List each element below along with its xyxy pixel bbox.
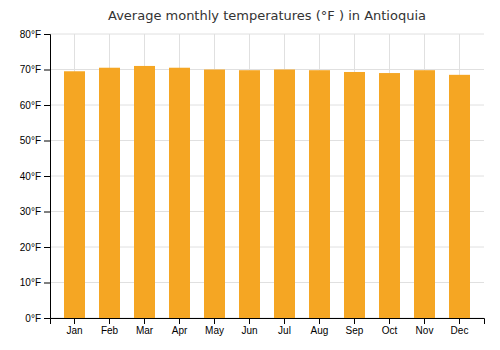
tick-mark — [44, 141, 50, 142]
tick: Mar — [136, 318, 154, 336]
tick: Sep — [346, 318, 364, 336]
tick: 20°F — [20, 242, 50, 253]
axis-line — [51, 319, 485, 325]
tick-mark — [44, 105, 50, 106]
bar — [204, 70, 225, 319]
bar — [239, 70, 260, 318]
tick-label: 80°F — [20, 29, 41, 40]
tick-mark — [144, 318, 145, 324]
bar — [99, 68, 120, 318]
tick-mark — [44, 247, 50, 248]
tick: Nov — [416, 318, 434, 336]
bar — [134, 66, 155, 318]
grid-line — [50, 34, 484, 35]
tick-mark — [109, 318, 110, 324]
bar — [379, 73, 400, 318]
tick: Apr — [172, 318, 188, 336]
tick-label: Jan — [66, 325, 82, 336]
bar — [414, 70, 435, 318]
tick-label: 70°F — [20, 64, 41, 75]
tick-label: Apr — [172, 325, 188, 336]
bar — [64, 71, 85, 318]
tick-mark — [179, 318, 180, 324]
bar — [169, 68, 190, 318]
tick-label: 0°F — [25, 313, 41, 324]
tick-label: 20°F — [20, 242, 41, 253]
tick: Aug — [311, 318, 329, 336]
tick-mark — [284, 318, 285, 324]
bars — [64, 66, 470, 318]
bar — [309, 70, 330, 318]
tick: May — [205, 318, 224, 336]
tick-mark — [249, 318, 250, 324]
bar — [274, 70, 295, 319]
tick-label: Nov — [416, 325, 434, 336]
tick-mark — [459, 318, 460, 324]
tick-mark — [319, 318, 320, 324]
tick-mark — [44, 70, 50, 71]
tick-label: Mar — [136, 325, 154, 336]
tick: Oct — [382, 318, 398, 336]
tick-label: Jun — [241, 325, 257, 336]
x-axis: Jan Feb Mar Apr May Jun Jul Aug Sep Oct Nov Dec — [51, 318, 485, 336]
tick: 10°F — [20, 277, 50, 288]
tick-label: Dec — [451, 325, 469, 336]
tick: 60°F — [20, 100, 50, 111]
tick-mark — [389, 318, 390, 324]
tick-label: Oct — [382, 325, 398, 336]
tick-mark — [44, 212, 50, 213]
tick: 50°F — [20, 135, 50, 146]
tick-label: 40°F — [20, 171, 41, 182]
y-axis: 0°F 10°F 20°F 30°F 40°F 50°F 60°F 70°F 80°F — [20, 29, 51, 324]
tick: Jul — [278, 318, 291, 336]
tick-label: Jul — [278, 325, 291, 336]
tick: 80°F — [20, 29, 50, 40]
tick: 70°F — [20, 64, 50, 75]
tick-label: Sep — [346, 325, 364, 336]
tick-label: 30°F — [20, 206, 41, 217]
tick-label: 50°F — [20, 135, 41, 146]
tick-mark — [214, 318, 215, 324]
plot: 0°F 10°F 20°F 30°F 40°F 50°F 60°F 70°F 80°F Jan Fe… — [20, 29, 485, 336]
tick-label: 60°F — [20, 100, 41, 111]
tick-label: Aug — [311, 325, 329, 336]
tick: Jan — [66, 318, 82, 336]
tick-mark — [44, 318, 50, 319]
tick: Feb — [101, 318, 119, 336]
tick: 40°F — [20, 171, 50, 182]
tick-mark — [74, 318, 75, 324]
bar — [344, 72, 365, 318]
tick: 30°F — [20, 206, 50, 217]
chart: 0°F 10°F 20°F 30°F 40°F 50°F 60°F 70°F 80°F Jan Fe… — [0, 0, 500, 350]
axis-line — [44, 35, 51, 319]
tick-mark — [354, 318, 355, 324]
tick-mark — [44, 34, 50, 35]
grid — [50, 34, 484, 318]
tick-mark — [424, 318, 425, 324]
tick: Jun — [241, 318, 257, 336]
tick-label: 10°F — [20, 277, 41, 288]
tick-mark — [44, 176, 50, 177]
bar — [449, 75, 470, 318]
tick: Dec — [451, 318, 469, 336]
tick-label: Feb — [101, 325, 119, 336]
title: Average monthly temperatures (°F ) in An… — [108, 8, 426, 23]
tick-mark — [44, 283, 50, 284]
tick-label: May — [205, 325, 224, 336]
tick: 0°F — [25, 313, 50, 324]
